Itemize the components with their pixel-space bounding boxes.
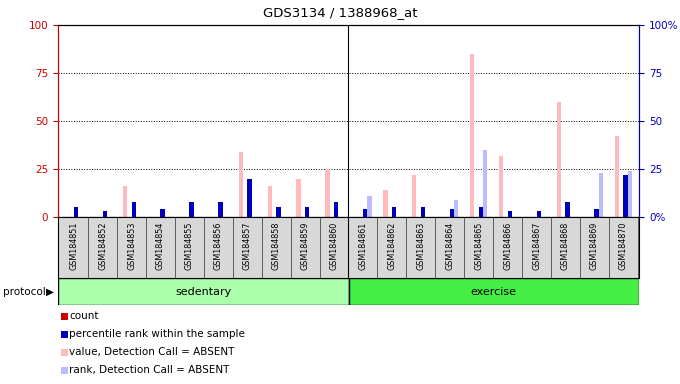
Bar [615, 136, 619, 217]
Text: exercise: exercise [471, 287, 517, 297]
Bar [537, 211, 541, 217]
Bar [58, 278, 348, 305]
Bar [392, 207, 396, 217]
Text: GDS3134 / 1388968_at: GDS3134 / 1388968_at [262, 6, 418, 19]
Bar [421, 207, 425, 217]
Text: GSM184868: GSM184868 [561, 222, 570, 270]
Bar [131, 202, 136, 217]
Bar [384, 190, 388, 217]
Text: GSM184863: GSM184863 [416, 222, 425, 270]
Bar [367, 196, 372, 217]
Bar [470, 54, 475, 217]
Text: GSM184860: GSM184860 [330, 222, 339, 270]
Bar [594, 209, 598, 217]
Text: GSM184870: GSM184870 [619, 222, 628, 270]
Text: sedentary: sedentary [175, 287, 231, 297]
Bar [276, 207, 281, 217]
Bar [296, 179, 301, 217]
Bar [73, 207, 78, 217]
Bar [103, 211, 107, 217]
Bar [598, 173, 603, 217]
Bar [334, 202, 339, 217]
Bar [499, 156, 503, 217]
Text: GSM184857: GSM184857 [243, 222, 252, 270]
Text: GSM184859: GSM184859 [301, 222, 309, 270]
Text: GSM184851: GSM184851 [69, 222, 78, 270]
Bar [348, 278, 639, 305]
Text: GSM184862: GSM184862 [388, 222, 396, 270]
Text: count: count [69, 311, 99, 321]
Text: GSM184864: GSM184864 [445, 222, 454, 270]
Bar [412, 175, 416, 217]
Text: percentile rank within the sample: percentile rank within the sample [69, 329, 245, 339]
Bar [239, 152, 243, 217]
Text: protocol: protocol [3, 287, 46, 297]
Bar [190, 202, 194, 217]
Bar [160, 209, 165, 217]
Bar [624, 175, 628, 217]
Text: GSM184855: GSM184855 [185, 222, 194, 270]
Bar [454, 200, 458, 217]
Text: GSM184854: GSM184854 [156, 222, 165, 270]
Bar [248, 179, 252, 217]
Text: rank, Detection Call = ABSENT: rank, Detection Call = ABSENT [69, 365, 230, 375]
Text: GSM184853: GSM184853 [127, 222, 136, 270]
Text: GSM184867: GSM184867 [532, 222, 541, 270]
Bar [305, 207, 309, 217]
Bar [479, 207, 483, 217]
Text: GSM184858: GSM184858 [272, 222, 281, 270]
Bar [123, 186, 127, 217]
Bar [325, 169, 330, 217]
Bar [628, 171, 632, 217]
Text: GSM184856: GSM184856 [214, 222, 223, 270]
Bar [557, 102, 561, 217]
Text: GSM184852: GSM184852 [98, 222, 107, 270]
Text: GSM184865: GSM184865 [474, 222, 483, 270]
Text: value, Detection Call = ABSENT: value, Detection Call = ABSENT [69, 347, 235, 357]
Bar [267, 186, 272, 217]
Text: ▶: ▶ [46, 287, 54, 297]
Text: GSM184861: GSM184861 [358, 222, 367, 270]
Bar [218, 202, 222, 217]
Bar [363, 209, 367, 217]
Bar [483, 150, 488, 217]
Bar [449, 209, 454, 217]
Bar [507, 211, 512, 217]
Text: GSM184866: GSM184866 [503, 222, 512, 270]
Text: GSM184869: GSM184869 [590, 222, 599, 270]
Bar [566, 202, 570, 217]
